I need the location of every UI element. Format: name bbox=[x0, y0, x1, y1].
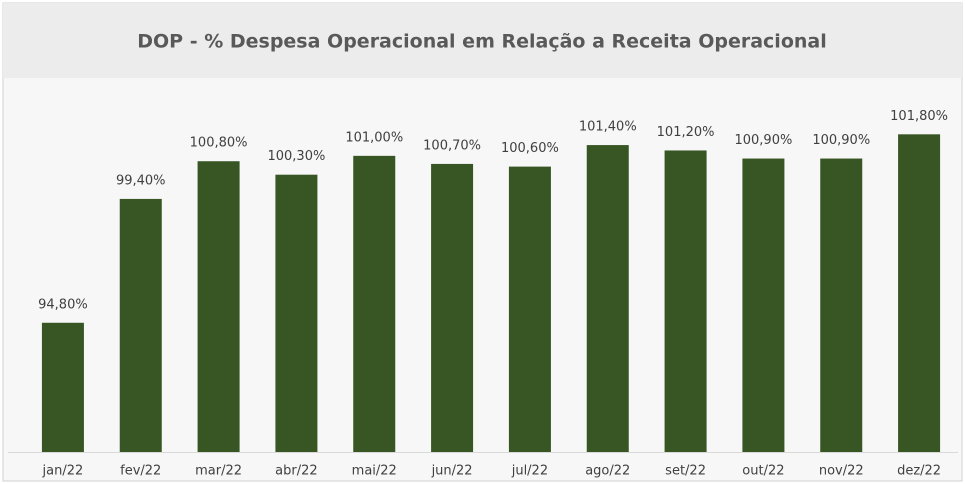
bar bbox=[508, 166, 551, 452]
chart-title: DOP - % Despesa Operacional em Relação a… bbox=[137, 31, 827, 53]
data-label: 100,60% bbox=[501, 141, 559, 156]
x-tick-label: jan/22 bbox=[42, 464, 84, 479]
x-tick-label: mar/22 bbox=[195, 464, 242, 479]
data-label: 101,20% bbox=[657, 125, 715, 140]
data-label: 94,80% bbox=[38, 297, 88, 312]
data-label: 100,90% bbox=[734, 133, 792, 148]
title-band bbox=[3, 3, 962, 78]
bar bbox=[586, 145, 629, 453]
bar bbox=[197, 161, 240, 452]
x-tick-label: fev/22 bbox=[120, 464, 161, 479]
data-label: 100,70% bbox=[423, 138, 481, 153]
data-label: 100,90% bbox=[812, 133, 870, 148]
data-label: 101,40% bbox=[579, 120, 637, 135]
data-label: 99,40% bbox=[116, 173, 166, 188]
x-tick-label: ago/22 bbox=[585, 464, 630, 479]
bar bbox=[275, 174, 318, 452]
bar bbox=[353, 155, 396, 452]
bar bbox=[742, 158, 785, 453]
data-label: 101,80% bbox=[890, 109, 948, 124]
x-tick-label: abr/22 bbox=[275, 464, 318, 479]
bar bbox=[119, 198, 162, 452]
data-label: 101,00% bbox=[345, 130, 403, 145]
x-tick-label: jun/22 bbox=[431, 464, 473, 479]
x-tick-label: out/22 bbox=[742, 464, 784, 479]
bar bbox=[431, 163, 474, 452]
x-tick-label: nov/22 bbox=[819, 464, 864, 479]
x-tick-label: set/22 bbox=[665, 464, 706, 479]
data-label: 100,30% bbox=[267, 149, 325, 164]
bar bbox=[820, 158, 863, 453]
bar bbox=[41, 322, 84, 452]
x-tick-label: mai/22 bbox=[352, 464, 397, 479]
x-tick-label: dez/22 bbox=[897, 464, 941, 479]
bar bbox=[898, 134, 941, 453]
data-label: 100,80% bbox=[190, 136, 248, 151]
x-tick-label: jul/22 bbox=[511, 464, 548, 479]
bar bbox=[664, 150, 707, 452]
